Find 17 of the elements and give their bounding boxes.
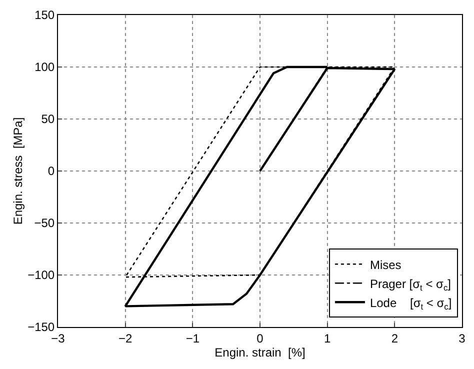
y-tick-label: −50 [34,216,55,230]
y-axis-title: Engin. stress [MPa] [10,117,25,225]
legend-label: Prager [σ$_{t}$ < σ$_{c}$] [370,276,452,292]
x-tick-label: −1 [186,331,200,346]
y-tick-label: 50 [41,112,55,126]
x-axis-title: Engin. strain [%] [214,345,306,360]
x-tick-label: 1 [324,331,331,346]
y-tick-label: −100 [28,268,55,282]
legend-label: Lode [σ$_{t}$ < σ$_{c}$] [370,296,452,312]
x-tick-label: −2 [118,331,132,346]
x-tick-label: 0 [256,331,264,346]
y-tick-label: 0 [48,164,55,178]
x-tick-label: 2 [391,331,398,346]
x-tick-label: 3 [458,331,466,346]
legend-label: Mises [370,258,402,272]
y-tick-label: 150 [34,8,55,22]
y-tick-label: 100 [34,60,55,74]
